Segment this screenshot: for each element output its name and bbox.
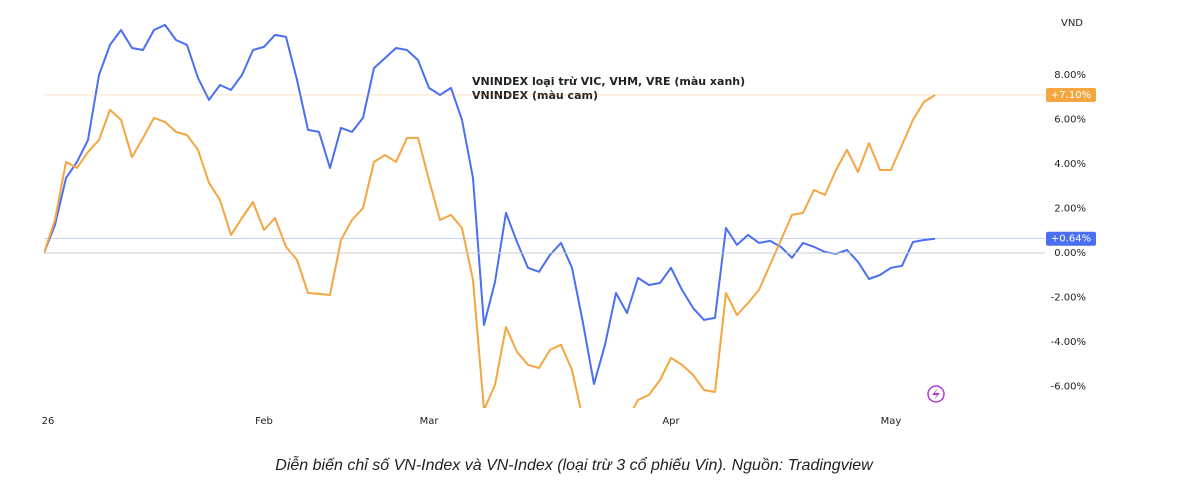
x-tick-label: Mar — [420, 416, 440, 427]
last-value-badge — [1046, 231, 1096, 246]
annotation: VNINDEX loại trừ VIC, VHM, VRE (màu xanh… — [472, 75, 745, 88]
x-tick-label: Feb — [255, 416, 273, 427]
x-tick-label: May — [881, 416, 902, 427]
caption: Diễn biến chỉ số VN-Index và VN-Index (l… — [275, 455, 874, 474]
annotation: VNINDEX (màu cam) — [472, 89, 598, 102]
icon — [932, 388, 940, 400]
y-tick-label: -2.00% — [1051, 292, 1086, 303]
y-tick-label: 0.00% — [1054, 248, 1086, 259]
last-value-label: +7.10% — [1051, 90, 1091, 101]
x-tick-label: Apr — [662, 416, 680, 427]
unit-label: VND — [1061, 18, 1083, 29]
y-tick-label: 6.00% — [1054, 114, 1086, 125]
last-value-label: +0.64% — [1051, 234, 1091, 245]
plot-area — [44, 23, 1045, 408]
last-value-badge — [1046, 87, 1096, 102]
x-tick-label: 26 — [42, 416, 55, 427]
y-tick-label: 4.00% — [1054, 159, 1086, 170]
series-line — [44, 23, 936, 385]
y-tick-label: -4.00% — [1051, 337, 1086, 348]
y-tick-label: 8.00% — [1054, 70, 1086, 81]
series-line — [44, 94, 936, 408]
y-tick-label: -6.00% — [1051, 381, 1086, 392]
icon — [927, 385, 945, 403]
y-tick-label: 2.00% — [1054, 203, 1086, 214]
